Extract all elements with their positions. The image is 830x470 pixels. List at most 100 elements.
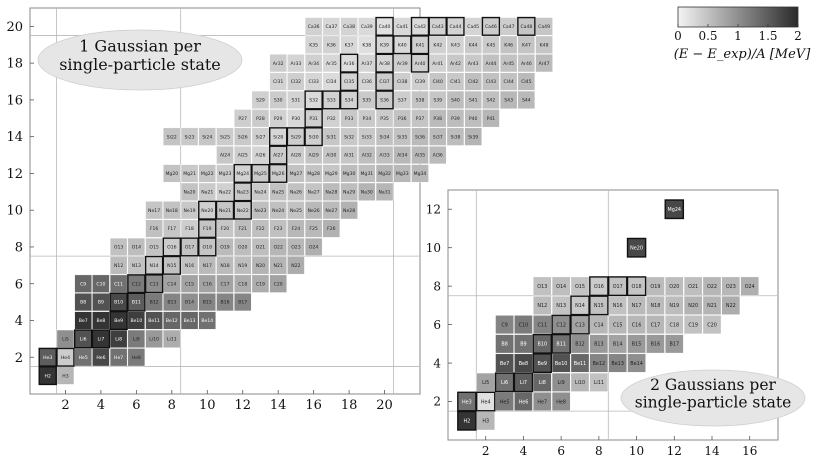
nuclide-cell [145,329,163,348]
nuclide-label: Be14 [201,318,213,324]
nuclide-cell-O18: O18 [627,276,646,296]
nuclide-cell [495,353,514,373]
nuclide-label: Al34 [397,153,407,159]
nuclide-label: Ne24 [272,208,284,214]
nuclide-cell [721,295,741,315]
nuclide-cell-Al29: Al29 [304,146,323,165]
nuclide-cell [216,274,234,293]
nuclide-label: Be13 [611,361,624,367]
nuclide-cell [287,237,305,256]
stable-outline [198,219,217,239]
nuclide-cell-O24: O24 [304,237,323,256]
nuclide-cell-P29: P29 [269,109,287,128]
nuclide-cell-F20: F20 [216,219,234,238]
nuclide-cell-K46: K46 [499,35,518,54]
nuclide-cell-K48: K48 [535,35,553,54]
nuclide-cell-Li9: Li9 [551,372,571,392]
nuclide-label: Ne20 [201,208,213,214]
nuclide-cell-S42: S42 [482,90,500,109]
nuclide-cell [499,17,518,36]
nuclide-label: Be14 [630,361,643,367]
nuclide-label: He3 [462,399,472,405]
nuclide-label: K45 [486,42,495,48]
nuclide-cell-K40: K40 [393,35,411,54]
nuclide-cell-Al28: Al28 [287,146,305,165]
nuclide-cell [375,164,394,183]
nuclide-cell [145,311,163,330]
nuclide-cell [608,315,627,335]
nuclide-cell-N22: N22 [287,256,305,275]
nuclide-label: K35 [309,42,318,48]
nuclide-label: Si23 [185,134,195,140]
nuclide-label: C20 [274,281,283,287]
nuclide-cell [163,164,181,183]
nuclide-cell-Ar45: Ar45 [499,54,518,73]
nuclide-cell-N12: N12 [109,256,128,275]
nuclide-cell-Ne28: Ne28 [340,201,358,220]
stable-outline [375,35,394,55]
nuclide-cell-Si23: Si23 [180,127,199,146]
nuclide-cell [216,127,234,146]
nuclide-cell-N12: N12 [533,295,552,315]
nuclide-cell-F22: F22 [251,219,270,238]
nuclide-cell [702,295,722,315]
nuclide-label: Ar40 [415,61,426,67]
nuclide-cell-N18: N18 [216,256,234,275]
nuclide-label: O23 [291,245,301,251]
nuclide-cell-O16: O16 [589,276,609,296]
nuclide-label: B14 [185,300,194,306]
stable-outline [233,182,252,202]
nuclide-label: Be9 [114,318,123,324]
nuclide-label: Si27 [255,134,265,140]
nuclide-cell-Ar38: Ar38 [375,54,394,73]
nuclide-label: Ca49 [538,24,550,30]
nuclide-cell-C17: C17 [216,274,234,293]
nuclide-cell [269,201,287,220]
nuclide-cell [234,256,252,275]
nuclide-cell [287,54,305,73]
nuclide-cell-B12: B12 [145,293,163,312]
stable-outline [162,237,182,257]
nuclide-cell-Li7: Li7 [514,372,533,392]
nuclide-cell-Ca42: Ca42 [411,17,429,36]
nuclide-label: B12 [150,300,159,306]
nuclide-cell-Ca36: Ca36 [304,17,323,36]
stable-outline [251,163,270,183]
nuclide-label: K41 [416,42,425,48]
nuclide-cell-H3: H3 [476,411,495,431]
nuclide-cell [251,274,270,293]
nuclide-label: N21 [274,263,283,269]
nuclide-cell-C19: C19 [251,274,270,293]
stable-outline [38,366,57,386]
nuclide-cell-Ne18: Ne18 [163,201,181,220]
nuclide-cell-P28: P28 [251,109,270,128]
y-tick-label: 18 [6,57,23,72]
stable-outline [109,310,128,330]
nuclide-cell [304,237,323,256]
nuclide-cell [145,237,163,256]
nuclide-cell-Ar37: Ar37 [358,54,376,73]
nuclide-cell-O21: O21 [251,237,270,256]
nuclide-label: C13 [150,281,159,287]
nuclide-cell-Ca46: Ca46 [482,17,500,36]
x-tick-label: 12 [234,398,251,413]
nuclide-cell-Be12: Be12 [589,353,609,373]
x-tick-label: 10 [199,398,216,413]
nuclide-label: B14 [613,342,623,348]
nuclide-cell-Be13: Be13 [180,311,199,330]
nuclide-cell [464,127,482,146]
nuclide-label: C16 [203,281,212,287]
nuclide-cell [393,109,411,128]
nuclide-label: Ca43 [432,24,444,30]
nuclide-label: C17 [220,281,229,287]
nuclide-cell [216,293,234,312]
nuclide-label: Cl36 [362,79,372,85]
nuclide-cell-Mg31: Mg31 [358,164,376,183]
nuclide-label: He5 [79,355,88,361]
nuclide-cell-Al26: Al26 [251,146,270,165]
nuclide-cell-Al34: Al34 [393,146,411,165]
nuclide-cell [269,256,287,275]
nuclide-cell-Ar33: Ar33 [287,54,305,73]
nuclide-cell [180,219,199,238]
